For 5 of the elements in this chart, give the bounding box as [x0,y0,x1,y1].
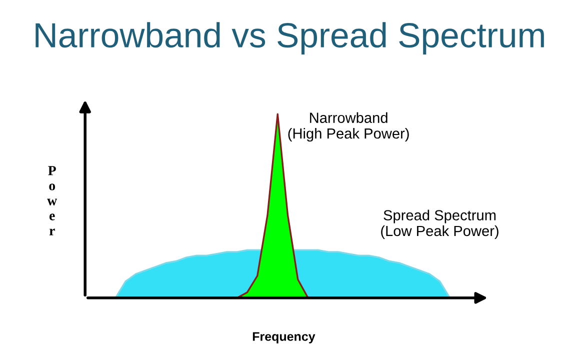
series-label: Narrowband (High Peak Power) [288,112,409,142]
x-axis-title: Frequency [252,332,316,344]
chart-title: Narrowband vs Spread Spectrum [36,22,544,54]
series-label: Spread Spectrum (Low Peak Power) [381,210,498,239]
y-axis-title: Power [47,166,58,236]
